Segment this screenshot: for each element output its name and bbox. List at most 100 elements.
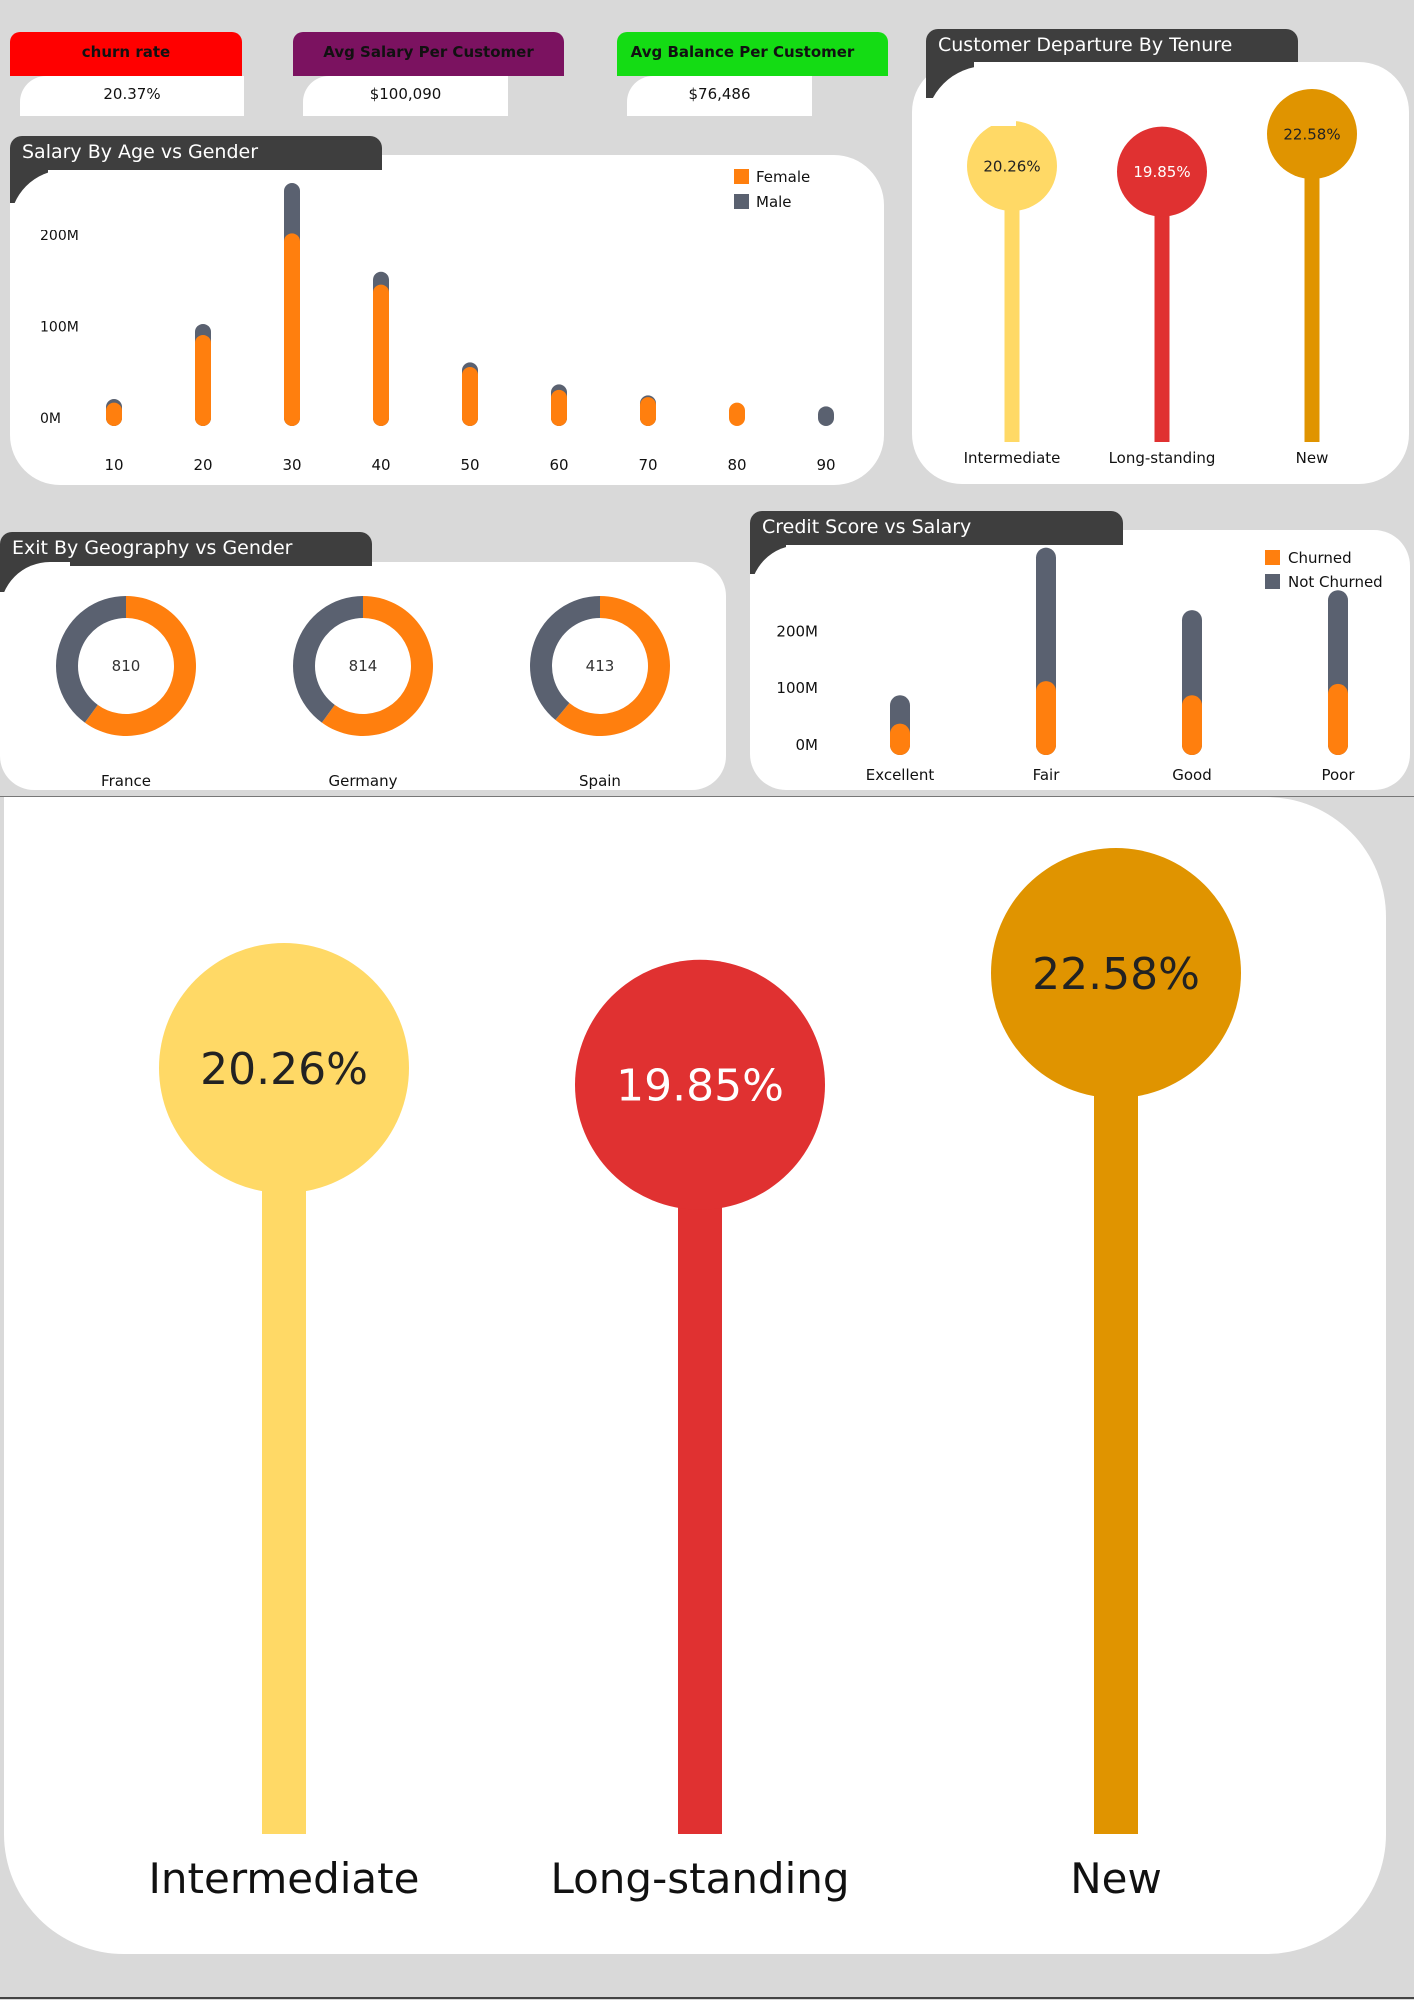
kpi-salary-value: $100,090 bbox=[369, 85, 442, 103]
x-tick-label: Poor bbox=[1321, 766, 1355, 784]
credit-chart: 0M100M200M300MExcellentFairGoodPoorChurn… bbox=[776, 547, 1383, 784]
donut-slice-female bbox=[555, 596, 670, 736]
lollipop-stem bbox=[1094, 973, 1138, 1834]
donut-total-label: 413 bbox=[586, 657, 615, 675]
y-tick-label: 100M bbox=[40, 319, 79, 335]
kpi-balance-card: $76,486 bbox=[627, 76, 812, 116]
donut-category-label: Spain bbox=[579, 772, 621, 790]
bar-male bbox=[818, 406, 834, 426]
bar-churned bbox=[1182, 695, 1202, 755]
donut-slice-male bbox=[55, 596, 126, 723]
donut-total-label: 814 bbox=[349, 657, 378, 675]
x-tick-label: 90 bbox=[816, 456, 835, 474]
lollipop-value-label: 20.26% bbox=[983, 157, 1040, 175]
y-tick-label: 200M bbox=[40, 228, 79, 244]
legend-swatch-male bbox=[734, 194, 749, 209]
zoom-left-edge bbox=[4, 797, 43, 869]
credit-title: Credit Score vs Salary bbox=[762, 516, 972, 538]
x-tick-label: Good bbox=[1172, 766, 1212, 784]
kpi-churn-title: churn rate bbox=[81, 43, 171, 61]
kpi-salary-header: Avg Salary Per Customer bbox=[293, 32, 564, 76]
lollipop-head bbox=[991, 848, 1241, 1098]
section-divider bbox=[0, 796, 1414, 797]
exit-geo-panel: 810 France 814 Germany 413 Spain bbox=[0, 562, 726, 790]
salary-age-chart: 0M 100M 200M 10 20 30 40 50 60 70 80 90 Female Male bbox=[40, 168, 836, 474]
lollipop-head bbox=[1117, 126, 1207, 217]
x-tick-label: 40 bbox=[371, 456, 390, 474]
lollipop-category-label: Long-standing bbox=[1109, 449, 1216, 467]
lollipop-category-label: Intermediate bbox=[964, 449, 1061, 467]
lollipop-head bbox=[575, 959, 825, 1210]
legend-label-female: Female bbox=[756, 168, 810, 186]
y-tick-label: 100M bbox=[776, 679, 818, 697]
kpi-churn-card: 20.37% bbox=[20, 76, 244, 116]
donut-slice-female bbox=[321, 596, 434, 736]
zoom-departure-panel: 20.26% Intermediate 19.85% Long-standing 22.… bbox=[4, 797, 1386, 1954]
donut-category-label: France bbox=[101, 772, 151, 790]
lollipop-head bbox=[1267, 89, 1357, 179]
lollipop-value-label: 22.58% bbox=[1283, 125, 1340, 143]
legend-label-churned: Churned bbox=[1288, 549, 1352, 567]
x-tick-label: 70 bbox=[638, 456, 657, 474]
donut-category-label: Germany bbox=[329, 772, 398, 790]
departure-tab: Customer Departure By Tenure bbox=[926, 29, 1298, 65]
x-tick-label: 50 bbox=[460, 456, 479, 474]
lollipop-value-label: 20.26% bbox=[200, 1044, 368, 1095]
lollipop-category-label: New bbox=[1296, 449, 1329, 467]
x-tick-label: 30 bbox=[282, 456, 301, 474]
legend-label-not-churned: Not Churned bbox=[1288, 573, 1383, 591]
lollipop-category-label: Intermediate bbox=[149, 1854, 420, 1903]
lollipop-stem bbox=[1004, 166, 1020, 442]
lollipop-head bbox=[159, 943, 409, 1193]
lollipop-category-label: Long-standing bbox=[550, 1854, 849, 1903]
bar-churned bbox=[1328, 683, 1348, 755]
bar-female bbox=[462, 366, 478, 426]
donut-total-label: 810 bbox=[112, 657, 141, 675]
bar-female bbox=[551, 389, 567, 426]
bar-female bbox=[106, 402, 122, 426]
x-tick-label: 60 bbox=[549, 456, 568, 474]
bar-female bbox=[729, 402, 745, 426]
x-tick-label: 20 bbox=[193, 456, 212, 474]
credit-tab: Credit Score vs Salary bbox=[750, 511, 1123, 545]
kpi-balance-title: Avg Balance Per Customer bbox=[630, 43, 855, 61]
exit-geo-chart: 810 France 814 Germany 413 Spain bbox=[55, 596, 670, 790]
bar-churned bbox=[890, 723, 910, 755]
departure-chart: 20.26% Intermediate 19.85% Long-standing 22.… bbox=[964, 89, 1357, 467]
lollipop-stem bbox=[1154, 171, 1170, 442]
x-tick-label: 10 bbox=[104, 456, 123, 474]
departure-title: Customer Departure By Tenure bbox=[938, 34, 1233, 56]
donut-slice-male bbox=[530, 596, 600, 720]
lollipop-stem bbox=[262, 1068, 306, 1834]
zoom-departure-chart: 20.26% Intermediate 19.85% Long-standing 22.… bbox=[149, 848, 1241, 1903]
x-tick-label: Excellent bbox=[866, 766, 935, 784]
donut-slice-female bbox=[84, 596, 196, 736]
legend-swatch-churned bbox=[1265, 550, 1280, 565]
lollipop-value-label: 19.85% bbox=[616, 1061, 784, 1112]
legend-label-male: Male bbox=[756, 193, 792, 211]
lollipop-value-label: 19.85% bbox=[1133, 163, 1190, 181]
legend-swatch-female bbox=[734, 169, 749, 184]
lollipop-value-label: 22.58% bbox=[1032, 949, 1200, 1000]
bar-female bbox=[284, 233, 300, 426]
kpi-churn-header: churn rate bbox=[10, 32, 242, 76]
kpi-balance-header: Avg Balance Per Customer bbox=[617, 32, 888, 76]
salary-age-tab: Salary By Age vs Gender bbox=[10, 136, 382, 170]
departure-panel: 20.26% Intermediate 19.85% Long-standing 22.… bbox=[912, 62, 1409, 484]
bar-female bbox=[373, 284, 389, 426]
kpi-salary-title: Avg Salary Per Customer bbox=[323, 43, 534, 61]
bottom-rule bbox=[0, 1997, 1414, 1999]
exit-geo-tab: Exit By Geography vs Gender bbox=[0, 532, 372, 566]
y-tick-label: 200M bbox=[776, 622, 818, 640]
bar-female bbox=[195, 334, 211, 426]
donut-slice-male bbox=[293, 596, 363, 723]
x-tick-label: Fair bbox=[1033, 766, 1061, 784]
salary-age-panel: 0M 100M 200M 10 20 30 40 50 60 70 80 90 Female Male bbox=[10, 155, 884, 485]
bar-female bbox=[640, 397, 656, 426]
bar-churned bbox=[1036, 681, 1056, 755]
kpi-churn-value: 20.37% bbox=[103, 85, 161, 103]
y-tick-label: 0M bbox=[40, 411, 61, 427]
legend-swatch-not-churned bbox=[1265, 574, 1280, 589]
y-tick-label: 0M bbox=[796, 736, 819, 754]
lollipop-head bbox=[967, 121, 1057, 211]
